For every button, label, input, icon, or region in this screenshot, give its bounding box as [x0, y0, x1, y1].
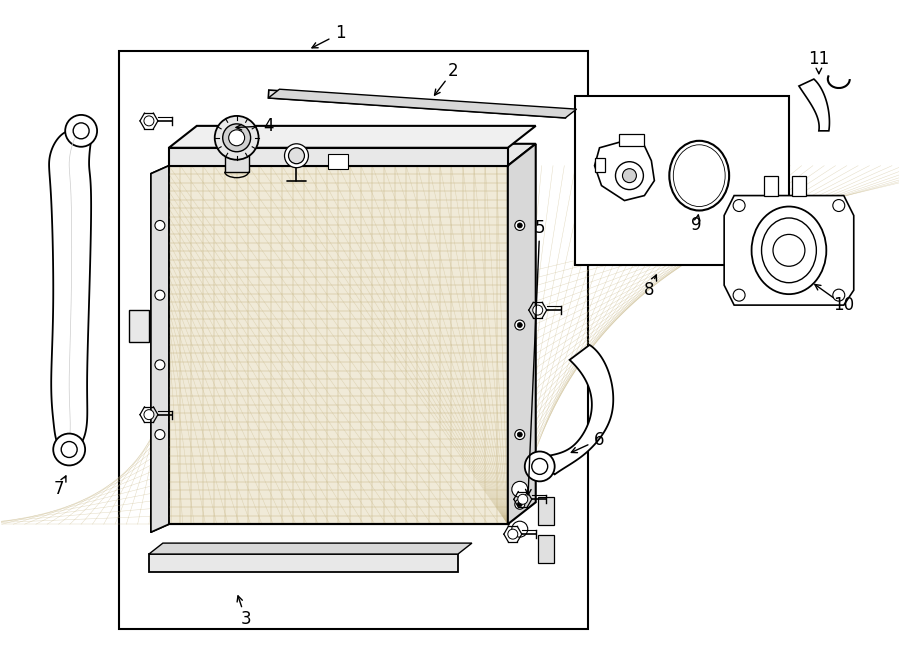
Text: 9: 9 — [691, 216, 701, 235]
Polygon shape — [535, 345, 613, 475]
Circle shape — [525, 451, 554, 481]
Circle shape — [518, 432, 522, 437]
Circle shape — [144, 410, 154, 420]
Bar — [119, 51, 588, 629]
Circle shape — [515, 499, 525, 509]
Text: 11: 11 — [808, 50, 830, 68]
Bar — [574, 96, 789, 265]
Bar — [595, 158, 605, 172]
Bar — [129, 310, 148, 342]
Polygon shape — [508, 144, 536, 524]
Circle shape — [53, 434, 86, 465]
Ellipse shape — [761, 218, 816, 283]
Text: 4: 4 — [264, 117, 274, 135]
Circle shape — [155, 360, 165, 370]
Bar — [328, 154, 348, 169]
Circle shape — [229, 130, 245, 146]
Circle shape — [832, 200, 845, 212]
Circle shape — [616, 162, 644, 190]
Circle shape — [518, 323, 522, 327]
Polygon shape — [724, 196, 854, 305]
Polygon shape — [50, 130, 95, 449]
Polygon shape — [268, 89, 577, 118]
Circle shape — [144, 116, 154, 126]
Text: 6: 6 — [594, 430, 605, 449]
Polygon shape — [169, 144, 536, 166]
Circle shape — [734, 200, 745, 212]
Circle shape — [532, 459, 548, 475]
Ellipse shape — [678, 149, 721, 202]
Bar — [619, 134, 644, 146]
Circle shape — [289, 148, 304, 164]
Circle shape — [832, 289, 845, 301]
Polygon shape — [268, 90, 566, 118]
Circle shape — [61, 442, 77, 457]
Circle shape — [155, 290, 165, 300]
Circle shape — [518, 223, 522, 228]
Circle shape — [222, 124, 250, 152]
Circle shape — [512, 481, 527, 497]
Polygon shape — [799, 79, 830, 131]
Text: 8: 8 — [644, 281, 654, 299]
Text: 2: 2 — [447, 62, 458, 80]
Circle shape — [773, 235, 805, 266]
Ellipse shape — [670, 141, 729, 210]
Text: 10: 10 — [833, 296, 854, 314]
Ellipse shape — [673, 145, 725, 206]
Polygon shape — [169, 148, 508, 166]
Circle shape — [623, 169, 636, 182]
Circle shape — [508, 529, 518, 539]
Circle shape — [155, 430, 165, 440]
Circle shape — [734, 289, 745, 301]
Bar — [764, 176, 778, 196]
Polygon shape — [169, 166, 508, 524]
Polygon shape — [595, 141, 654, 200]
Circle shape — [518, 502, 522, 507]
Bar — [792, 176, 806, 196]
Bar — [537, 497, 554, 525]
Text: 1: 1 — [335, 24, 346, 42]
Circle shape — [155, 221, 165, 231]
Ellipse shape — [752, 206, 826, 294]
Circle shape — [518, 494, 527, 504]
Circle shape — [284, 144, 309, 168]
Text: 7: 7 — [54, 481, 65, 498]
Bar — [225, 152, 248, 172]
Circle shape — [215, 116, 258, 160]
Circle shape — [73, 123, 89, 139]
Circle shape — [515, 320, 525, 330]
Bar — [537, 535, 554, 563]
Circle shape — [65, 115, 97, 147]
Text: 5: 5 — [535, 219, 545, 237]
Polygon shape — [148, 543, 472, 554]
Polygon shape — [151, 166, 169, 532]
Polygon shape — [169, 126, 536, 148]
Text: 3: 3 — [240, 610, 251, 628]
Circle shape — [512, 521, 527, 537]
Circle shape — [515, 221, 525, 231]
Circle shape — [533, 305, 543, 315]
Circle shape — [515, 430, 525, 440]
Bar — [148, 554, 458, 572]
